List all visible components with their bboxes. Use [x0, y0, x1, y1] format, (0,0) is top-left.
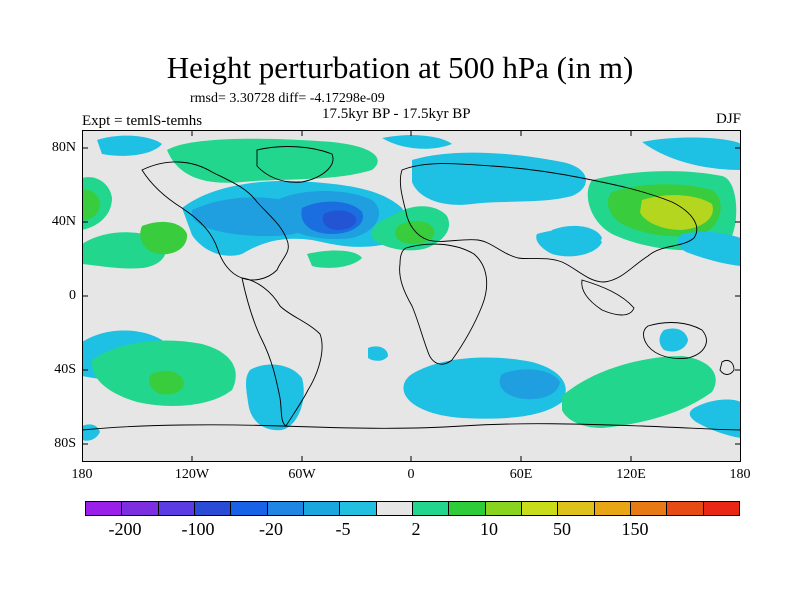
colorbar-box-15: [630, 502, 668, 515]
colorbar-box-7: [340, 502, 377, 515]
colorbar-label: 2: [411, 519, 421, 539]
anomaly-lightblue-region: [536, 229, 602, 257]
colorbar-box-4: [231, 502, 268, 515]
anomaly-lightblue-region: [412, 152, 586, 205]
anomaly-lightblue-region: [642, 137, 741, 170]
lat-label-80s: 80S: [54, 436, 76, 451]
anomaly-lightblue-region: [689, 399, 741, 438]
season-label: DJF: [715, 111, 741, 127]
colorbar-label: -100: [181, 519, 215, 539]
lat-label-80n: 80N: [51, 140, 76, 155]
anomaly-lightblue-region: [677, 231, 741, 266]
colorbar: [85, 501, 740, 516]
lon-label-60e: 60E: [509, 467, 533, 482]
colorbar-box-11: [485, 502, 522, 515]
lon-label-180e: 180: [729, 467, 751, 482]
colorbar-label: -5: [335, 519, 351, 539]
colorbar-box-0: [86, 502, 123, 515]
experiment-label: Expt = temlS-temhs: [82, 113, 203, 129]
lon-label-60w: 60W: [288, 467, 316, 482]
anomaly-green-region: [307, 250, 362, 268]
anomaly-lightblue-region: [246, 364, 304, 431]
map-svg: [82, 130, 741, 462]
colorbar-label: 50: [553, 519, 571, 539]
colorbar-box-16: [667, 502, 704, 515]
colorbar-label: 150: [621, 519, 649, 539]
colorbar-box-5: [267, 502, 304, 515]
anomaly-midblue-region: [499, 369, 560, 400]
anomaly-darkestblue-region: [322, 210, 357, 230]
colorbar-box-3: [194, 502, 232, 515]
lat-label-0: 0: [69, 288, 76, 303]
colorbar-box-2: [158, 502, 195, 515]
colorbar-box-9: [412, 502, 450, 515]
colorbar-box-13: [558, 502, 595, 515]
colorbar-box-12: [521, 502, 559, 515]
colorbar-box-17: [703, 502, 739, 515]
colorbar-label: -20: [259, 519, 283, 539]
period-label: 17.5kyr BP - 17.5kyr BP: [322, 106, 471, 122]
rmsd-diff-stats: rmsd= 3.30728 diff= -4.17298e-09: [190, 91, 385, 106]
colorbar-box-1: [122, 502, 159, 515]
anomaly-lightblue-region: [368, 346, 388, 361]
anomaly-brightgreen-region: [82, 189, 100, 220]
colorbar-label: 10: [480, 519, 498, 539]
colorbar-box-14: [594, 502, 631, 515]
anomaly-brightgreen-region: [149, 370, 184, 395]
coastlines: [82, 146, 741, 431]
lat-label-40s: 40S: [54, 362, 76, 377]
lon-label-180w: 180: [71, 467, 93, 482]
anomaly-lightblue-region: [382, 135, 452, 149]
map-title: Height perturbation at 500 hPa (in m): [166, 50, 634, 85]
colorbar-box-10: [449, 502, 486, 515]
lon-label-120w: 120W: [174, 467, 210, 482]
anomaly-lightblue-region: [659, 328, 688, 352]
axis-ticks: [82, 130, 741, 462]
lon-label-0: 0: [407, 467, 415, 482]
anomaly-green-region: [562, 356, 716, 428]
colorbar-label: -200: [108, 519, 142, 539]
lon-label-120e: 120E: [616, 467, 646, 482]
map-panel: [82, 130, 741, 462]
anomaly-lightblue-region: [97, 135, 162, 156]
lat-label-40n: 40N: [51, 214, 76, 229]
colorbar-box-8: [376, 502, 413, 515]
anomaly-brightgreen-region: [140, 221, 188, 255]
colorbar-box-6: [303, 502, 341, 515]
